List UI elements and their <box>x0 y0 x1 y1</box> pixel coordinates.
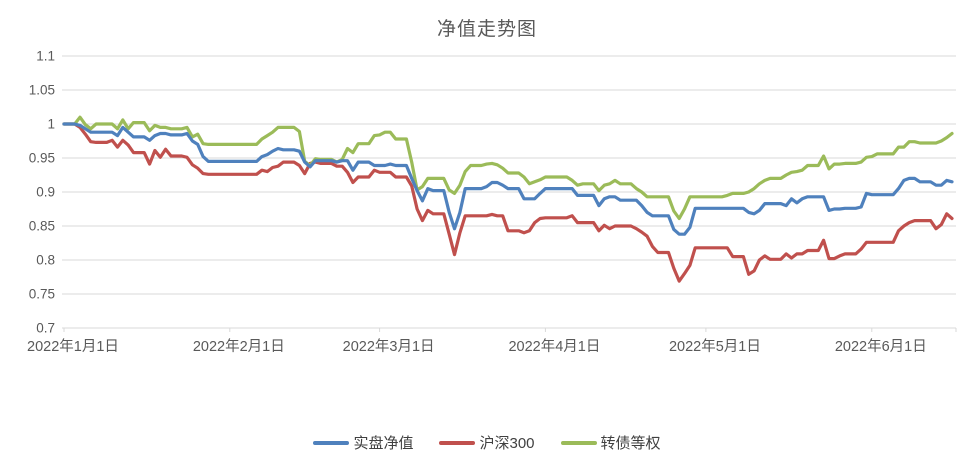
svg-text:2022年2月1日: 2022年2月1日 <box>193 338 285 355</box>
svg-text:2022年6月1日: 2022年6月1日 <box>835 338 927 355</box>
svg-text:0.7: 0.7 <box>36 321 55 336</box>
line-swatch-hs300 <box>439 440 476 445</box>
svg-text:0.75: 0.75 <box>29 287 55 302</box>
svg-text:0.85: 0.85 <box>29 219 55 234</box>
legend-item-hs300: 沪深300 <box>439 432 535 453</box>
legend-label: 实盘净值 <box>353 435 414 452</box>
svg-text:2022年4月1日: 2022年4月1日 <box>508 338 600 355</box>
svg-text:2022年5月1日: 2022年5月1日 <box>669 338 761 355</box>
svg-text:1.1: 1.1 <box>36 49 55 64</box>
svg-text:0.95: 0.95 <box>29 151 55 166</box>
chart-title: 净值走势图 <box>436 19 537 40</box>
line-swatch-convertible-bond <box>560 440 597 445</box>
legend-label: 转债等权 <box>600 435 661 452</box>
svg-text:1.05: 1.05 <box>29 83 55 98</box>
legend-label: 沪深300 <box>479 435 535 452</box>
line-swatch-live-nav <box>313 440 350 445</box>
svg-text:0.8: 0.8 <box>36 253 55 268</box>
svg-text:1: 1 <box>47 117 55 132</box>
svg-text:2022年1月1日: 2022年1月1日 <box>27 338 119 355</box>
legend-item-live-nav: 实盘净值 <box>313 432 413 453</box>
legend-item-convertible-bond: 转债等权 <box>560 432 661 453</box>
svg-text:2022年3月1日: 2022年3月1日 <box>343 338 435 355</box>
chart-legend: 实盘净值 沪深300 转债等权 <box>0 432 974 453</box>
svg-text:0.9: 0.9 <box>36 185 55 200</box>
